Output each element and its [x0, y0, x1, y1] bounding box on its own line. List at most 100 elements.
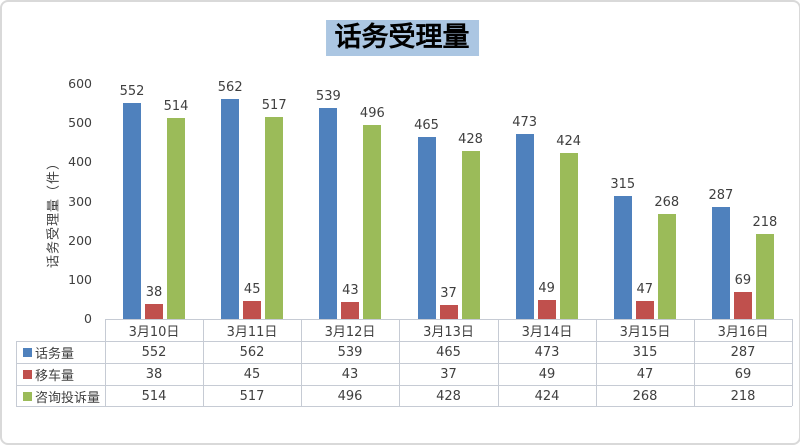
bar-value-label: 424	[556, 133, 582, 149]
table-grid-line	[694, 319, 695, 406]
bar-value-label: 268	[654, 195, 680, 211]
bar-咨询投诉量-3月14日	[559, 152, 578, 319]
table-header-date: 3月12日	[324, 325, 376, 340]
table-value-cell: 43	[341, 367, 359, 382]
legend-label: 移车量	[35, 369, 75, 384]
table-grid-line	[301, 319, 302, 406]
bar-话务量-3月11日	[221, 98, 240, 319]
table-value-cell: 38	[145, 367, 163, 382]
table-grid-line	[399, 319, 400, 406]
bar-value-label: 43	[342, 283, 359, 299]
bar-咨询投诉量-3月13日	[461, 151, 480, 319]
legend-label: 咨询投诉量	[35, 390, 101, 406]
bar-移车量-3月11日	[243, 301, 262, 319]
bar-移车量-3月14日	[537, 299, 556, 319]
bar-value-label: 315	[610, 176, 636, 192]
y-axis-tick-label: 100	[68, 271, 92, 287]
table-value-cell: 539	[337, 345, 363, 360]
bar-移车量-3月15日	[635, 300, 654, 319]
y-axis-tick-label: 600	[68, 76, 92, 91]
bar-value-label: 428	[458, 132, 483, 148]
legend-item-话务量: 话务量	[17, 342, 105, 363]
table-value-cell: 552	[141, 345, 167, 360]
table-header-date: 3月11日	[226, 325, 278, 340]
bar-话务量-3月16日	[711, 206, 730, 319]
legend-item-咨询投诉量: 咨询投诉量	[17, 386, 105, 406]
table-grid-line	[16, 341, 17, 406]
table-value-cell: 47	[636, 367, 654, 382]
bar-话务量-3月14日	[515, 133, 534, 319]
bar-value-label: 539	[315, 88, 341, 104]
bar-话务量-3月12日	[319, 107, 338, 319]
table-value-cell: 218	[730, 388, 756, 404]
y-axis-tick-label: 400	[68, 154, 92, 170]
table-value-cell: 424	[534, 388, 560, 404]
y-axis-title: 话务受理量（件）	[46, 155, 62, 269]
bar-value-label: 496	[359, 105, 385, 121]
table-header-date: 3月14日	[521, 325, 573, 340]
bar-话务量-3月10日	[123, 102, 142, 319]
table-grid-line	[16, 341, 792, 342]
table-value-cell: 287	[730, 345, 756, 360]
bar-咨询投诉量-3月11日	[265, 116, 284, 319]
bar-话务量-3月15日	[613, 195, 632, 319]
y-axis-tick-label: 300	[68, 193, 92, 209]
table-grid-line	[498, 319, 499, 406]
bar-移车量-3月10日	[145, 304, 164, 319]
y-axis-tick-label: 500	[68, 115, 92, 131]
table-value-cell: 562	[239, 345, 265, 360]
bar-咨询投诉量-3月12日	[363, 124, 382, 319]
table-grid-line	[105, 319, 106, 406]
bar-移车量-3月13日	[439, 304, 458, 319]
bar-value-label: 473	[512, 114, 538, 130]
table-grid-line	[105, 319, 792, 320]
y-axis-tick-label: 200	[68, 232, 92, 248]
table-grid-line	[16, 406, 792, 407]
legend-swatch-icon	[23, 348, 32, 357]
bar-value-label: 465	[414, 117, 439, 133]
table-grid-line	[792, 319, 793, 406]
table-value-cell: 268	[632, 388, 658, 404]
table-header-date: 3月10日	[128, 325, 180, 340]
table-value-cell: 37	[440, 367, 457, 382]
legend-item-移车量: 移车量	[17, 364, 105, 385]
table-value-cell: 45	[243, 367, 261, 382]
bar-咨询投诉量-3月15日	[657, 214, 676, 319]
table-value-cell: 473	[534, 345, 560, 360]
table-value-cell: 465	[436, 345, 461, 360]
bar-value-label: 49	[538, 280, 555, 296]
bar-咨询投诉量-3月16日	[755, 233, 774, 319]
bar-value-label: 562	[217, 79, 243, 95]
legend-swatch-icon	[23, 391, 32, 401]
table-header-date: 3月16日	[717, 325, 769, 340]
table-value-cell: 517	[239, 388, 265, 404]
bar-value-label: 47	[636, 281, 654, 297]
bar-value-label: 514	[163, 98, 189, 114]
table-value-cell: 315	[632, 345, 658, 360]
bar-value-label: 37	[440, 285, 457, 301]
legend-label: 话务量	[35, 347, 75, 362]
bar-话务量-3月13日	[417, 136, 436, 319]
chart-title: 话务受理量	[325, 20, 479, 57]
table-header-date: 3月15日	[619, 325, 671, 340]
table-value-cell: 428	[436, 388, 461, 404]
bar-value-label: 45	[243, 282, 261, 298]
bar-value-label: 552	[119, 83, 145, 99]
table-value-cell: 496	[337, 388, 363, 404]
table-grid-line	[203, 319, 204, 406]
bar-移车量-3月12日	[341, 302, 360, 319]
bar-value-label: 218	[752, 214, 778, 230]
bar-value-label: 287	[708, 187, 734, 203]
table-value-cell: 69	[734, 367, 752, 382]
bar-咨询投诉量-3月10日	[167, 117, 186, 319]
table-grid-line	[596, 319, 597, 406]
bar-value-label: 517	[261, 97, 287, 113]
table-grid-line	[16, 385, 792, 386]
y-axis-tick-label: 0	[84, 311, 92, 326]
bar-移车量-3月16日	[733, 291, 752, 319]
table-value-cell: 514	[141, 388, 167, 404]
legend-swatch-icon	[23, 370, 32, 379]
bar-value-label: 38	[145, 285, 163, 301]
bar-value-label: 69	[734, 272, 752, 288]
